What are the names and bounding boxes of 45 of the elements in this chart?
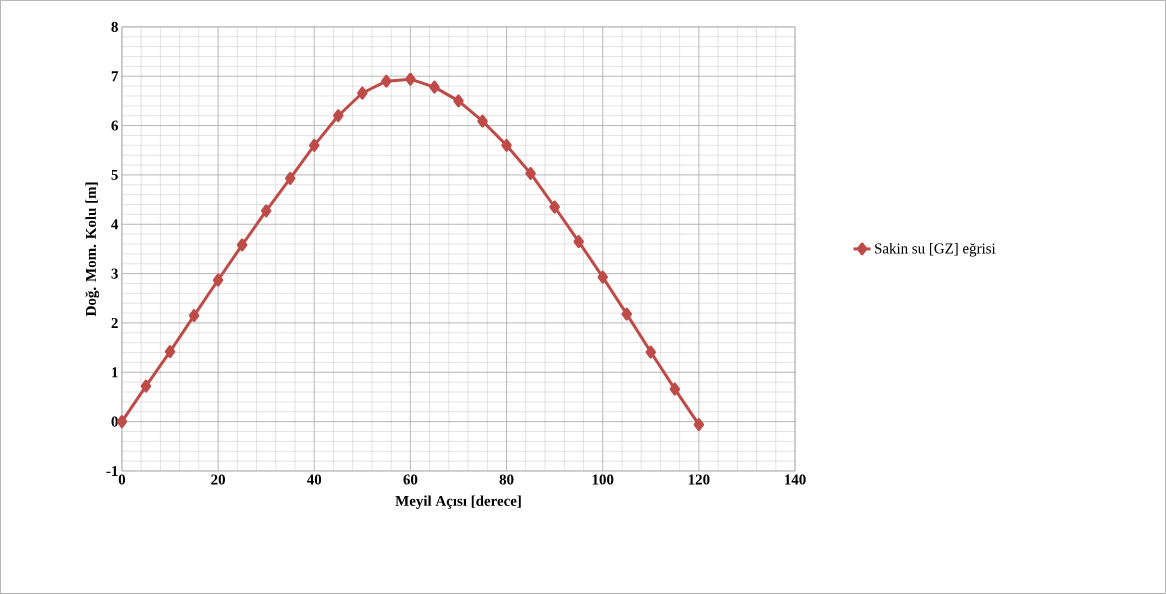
- x-tick-label: 80: [499, 474, 514, 485]
- point: [453, 94, 464, 108]
- x-axis-title: Meyil Açısı [derece]: [395, 495, 521, 510]
- point: [284, 171, 296, 185]
- x-tick-label: 100: [592, 474, 614, 485]
- point: [381, 74, 392, 88]
- point: [212, 273, 224, 287]
- point: [309, 138, 320, 152]
- point: [140, 379, 152, 393]
- point: [669, 382, 681, 396]
- point: [645, 345, 657, 359]
- point: [573, 235, 584, 249]
- y-tick-label: -1: [106, 466, 118, 476]
- y-tick-label: 3: [111, 268, 118, 279]
- point: [164, 345, 176, 359]
- point: [236, 238, 248, 252]
- point: [333, 109, 344, 123]
- y-tick-label: 1: [112, 367, 118, 378]
- y-axis-title: Doğ. Mom. Kolu [m]: [85, 182, 100, 317]
- y-tick-label: 8: [111, 21, 118, 32]
- point: [260, 204, 272, 218]
- point: [188, 309, 200, 323]
- y-tick-label: 0: [111, 416, 118, 427]
- point: [549, 200, 560, 214]
- y-tick-label: 2: [111, 318, 118, 328]
- point: [429, 80, 440, 94]
- point: [597, 270, 608, 284]
- point: [405, 72, 416, 86]
- point: [693, 418, 705, 432]
- x-tick-label: 20: [211, 474, 225, 485]
- y-tick-label: 5: [111, 170, 118, 180]
- x-tick-label: 120: [688, 474, 710, 485]
- y-tick-label: 6: [111, 120, 118, 131]
- point: [357, 86, 368, 100]
- point: [621, 307, 632, 321]
- x-tick-label: 60: [403, 474, 418, 485]
- point: [501, 138, 512, 152]
- point: [525, 167, 536, 180]
- point: [477, 114, 488, 128]
- x-tick-label: 40: [306, 474, 322, 485]
- x-tick-label: 140: [785, 474, 806, 485]
- y-tick-label: 4: [111, 219, 119, 230]
- legend-label: Sakin su [GZ] eğrisi: [875, 243, 996, 257]
- x-tick-label: 0: [118, 474, 126, 485]
- y-tick-label: 7: [111, 71, 119, 82]
